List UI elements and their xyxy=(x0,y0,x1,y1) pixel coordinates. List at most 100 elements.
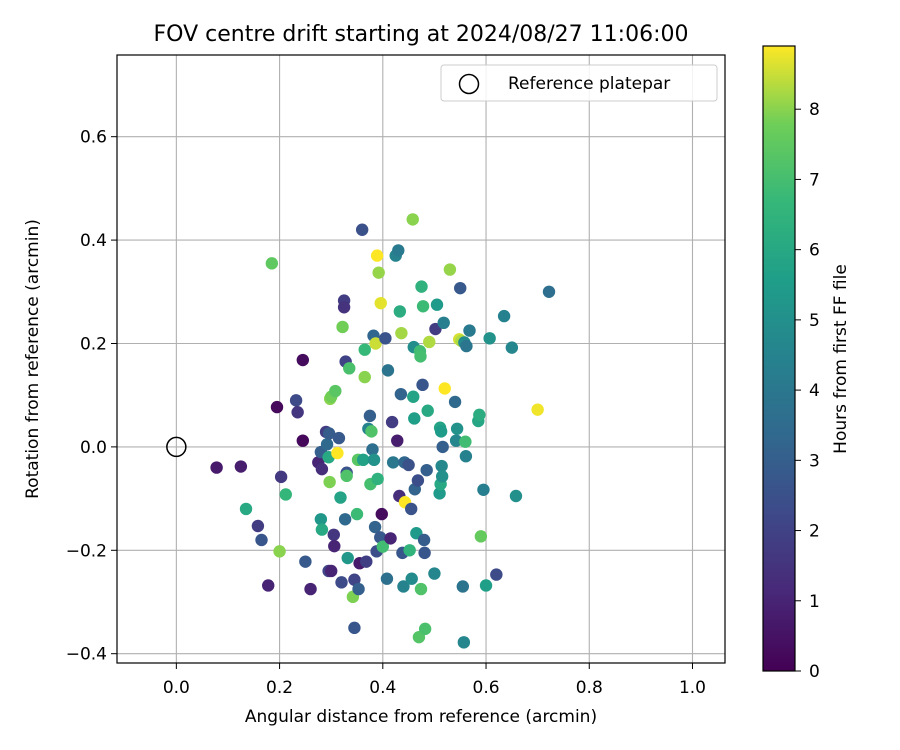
scatter-point xyxy=(279,488,292,501)
colorbar-ticks: 0 1 2 3 4 5 6 7 8 xyxy=(795,100,820,682)
y-tick-label: 0.4 xyxy=(80,231,107,251)
scatter-point xyxy=(251,519,265,533)
scatter-point xyxy=(386,456,400,469)
scatter-point xyxy=(403,544,416,557)
scatter-point xyxy=(463,324,476,337)
scatter-point xyxy=(234,460,248,473)
scatter-point xyxy=(368,520,382,534)
scatter-point xyxy=(322,427,336,440)
scatter-point xyxy=(348,573,361,586)
colorbar-tick-label: 6 xyxy=(809,241,820,261)
scatter-point xyxy=(273,545,286,558)
colorbar-tick-label: 2 xyxy=(809,522,820,542)
reference-marker-layer xyxy=(166,436,187,458)
colorbar-tick-label: 4 xyxy=(809,381,820,401)
scatter-point xyxy=(450,422,464,435)
scatter-point xyxy=(430,298,444,311)
scatter-point xyxy=(379,332,392,345)
scatter-point xyxy=(437,316,450,330)
scatter-point xyxy=(402,458,415,472)
scatter-point xyxy=(380,572,394,585)
scatter-point xyxy=(384,532,397,545)
colorbar-tick-label: 0 xyxy=(809,662,820,682)
scatter-point xyxy=(304,582,317,596)
scatter-point xyxy=(406,213,419,226)
scatter-point xyxy=(416,378,429,392)
plot-frame xyxy=(116,54,726,664)
x-tick-label: 0.8 xyxy=(576,678,603,698)
scatter-point xyxy=(332,431,346,445)
scatter-point xyxy=(408,412,421,425)
colorbar: 0 1 2 3 4 5 6 7 8 Hours from first FF file xyxy=(762,45,851,682)
scatter-point xyxy=(418,546,431,560)
x-tick-label: 0.6 xyxy=(473,678,500,698)
scatter-point xyxy=(335,576,348,589)
chart-title: FOV centre drift starting at 2024/08/27 … xyxy=(154,22,689,47)
scatter-point xyxy=(299,555,312,568)
x-tick-label: 0.2 xyxy=(266,678,293,698)
legend: Reference platepar xyxy=(440,64,718,102)
grid-lines xyxy=(117,55,725,663)
scatter-point xyxy=(411,474,425,487)
legend-label-reference: Reference platepar xyxy=(508,74,670,94)
scatter-point xyxy=(436,440,449,454)
scatter-point xyxy=(456,580,470,593)
scatter-point xyxy=(374,531,387,544)
scatter-point xyxy=(323,475,336,489)
scatter-point xyxy=(315,523,329,536)
scatter-point xyxy=(509,489,523,503)
scatter-point xyxy=(381,364,395,377)
scatter-point xyxy=(341,551,354,565)
scatter-point xyxy=(340,469,353,483)
scatter-point xyxy=(394,387,408,401)
scatter-point xyxy=(414,350,427,363)
scatter-point xyxy=(497,309,511,323)
scatter-point xyxy=(360,555,373,568)
scatter-point xyxy=(414,582,428,596)
scatter-point xyxy=(407,390,420,403)
scatter-point xyxy=(370,249,384,262)
scatter-point xyxy=(358,370,371,384)
scatter-point xyxy=(314,513,328,526)
x-axis-label: Angular distance from reference (arcmin) xyxy=(245,707,597,727)
scatter-point xyxy=(337,301,351,314)
data-points xyxy=(210,213,556,649)
scatter-point xyxy=(376,540,390,553)
scatter-point xyxy=(343,362,356,375)
scatter-point xyxy=(542,285,556,298)
scatter-point xyxy=(418,622,432,636)
colorbar-tick-label: 7 xyxy=(809,170,820,190)
scatter-point xyxy=(375,507,388,521)
scatter-point xyxy=(457,636,471,649)
scatter-point xyxy=(392,244,405,257)
x-tick-label: 1.0 xyxy=(679,678,706,698)
scatter-point xyxy=(416,300,430,313)
scatter-point xyxy=(435,470,449,483)
scatter-point xyxy=(448,395,462,409)
scatter-point xyxy=(328,539,341,553)
scatter-point xyxy=(473,408,486,422)
scatter-point xyxy=(391,434,404,447)
scatter-point xyxy=(350,507,364,521)
scatter-point xyxy=(320,438,334,451)
scatter-point xyxy=(291,406,304,419)
colorbar-tick-label: 1 xyxy=(809,592,820,612)
scatter-point xyxy=(505,341,519,354)
scatter-point xyxy=(336,320,349,334)
colorbar-tick-label: 3 xyxy=(809,451,820,471)
scatter-point xyxy=(324,564,338,578)
scatter-point xyxy=(363,409,377,423)
reference-platepar-marker xyxy=(166,436,187,458)
y-tick-label: 0.0 xyxy=(80,438,107,458)
scatter-point xyxy=(397,580,410,593)
scatter-point xyxy=(531,403,544,416)
scatter-point xyxy=(338,513,352,526)
scatter-point xyxy=(367,453,381,467)
scatter-point xyxy=(374,296,387,310)
x-tick-label: 0.4 xyxy=(369,678,396,698)
scatter-point xyxy=(454,281,467,295)
x-axis-ticks: 0.0 0.2 0.4 0.6 0.8 1.0 xyxy=(163,663,706,698)
scatter-point xyxy=(435,459,448,473)
scatter-point xyxy=(348,621,361,635)
